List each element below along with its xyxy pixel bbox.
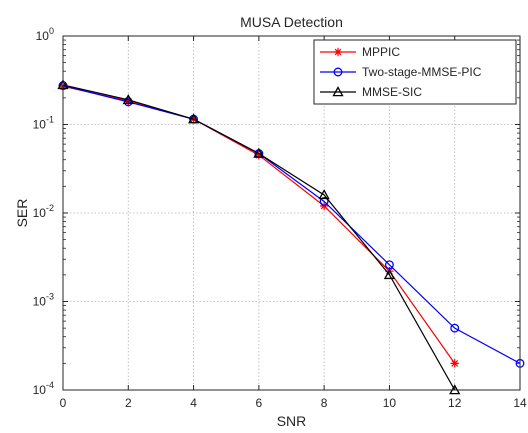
data-point (254, 150, 264, 160)
data-point (253, 147, 265, 158)
data-point (384, 260, 394, 270)
legend-marker (333, 67, 343, 77)
data-point (450, 323, 460, 333)
legend-label: MMSE-SIC (362, 85, 422, 99)
x-tick-label: 0 (60, 396, 67, 410)
legend-label: MPPIC (362, 45, 400, 59)
series-line (62, 84, 456, 391)
series-line (62, 85, 521, 364)
data-point (124, 96, 133, 106)
y-tick-label: 10-3 (33, 292, 54, 309)
data-point (318, 189, 330, 200)
legend-marker (332, 86, 344, 97)
x-tick-label: 4 (190, 396, 197, 410)
x-tick-label: 8 (321, 396, 328, 410)
legend-item: Two-stage-MMSE-PIC (320, 65, 482, 79)
y-tick-label: 100 (36, 26, 54, 43)
grid (63, 36, 520, 390)
x-tick-label: 2 (125, 396, 132, 410)
data-point (450, 359, 459, 368)
x-tick-label: 10 (383, 396, 397, 410)
legend: MPPIC Two-stage-MMSE-PIC MMSE-SIC (313, 39, 517, 105)
x-tick-label: 6 (256, 396, 263, 410)
legend-item: MMSE-SIC (320, 85, 422, 99)
x-tick-label: 14 (513, 396, 527, 410)
y-tick-label: 10-4 (33, 380, 54, 397)
data-point (122, 93, 134, 105)
ticks: 0 2 4 6 8 10 12 14 10-4 10-3 10-2 10-1 100 (33, 26, 527, 410)
y-axis-label: SER (14, 199, 30, 228)
x-tick-label: 12 (448, 396, 462, 410)
data-point (319, 201, 329, 211)
y-tick-label: 10-2 (33, 203, 54, 220)
legend-marker (333, 47, 343, 57)
data-point (319, 197, 329, 206)
y-tick-label: 10-1 (33, 115, 54, 132)
data-point (383, 269, 396, 280)
legend-item: MPPIC (320, 45, 400, 59)
x-axis-label: SNR (277, 413, 307, 429)
data-point (187, 113, 200, 124)
legend-label: Two-stage-MMSE-PIC (362, 65, 482, 79)
chart-title: MUSA Detection (240, 14, 343, 30)
